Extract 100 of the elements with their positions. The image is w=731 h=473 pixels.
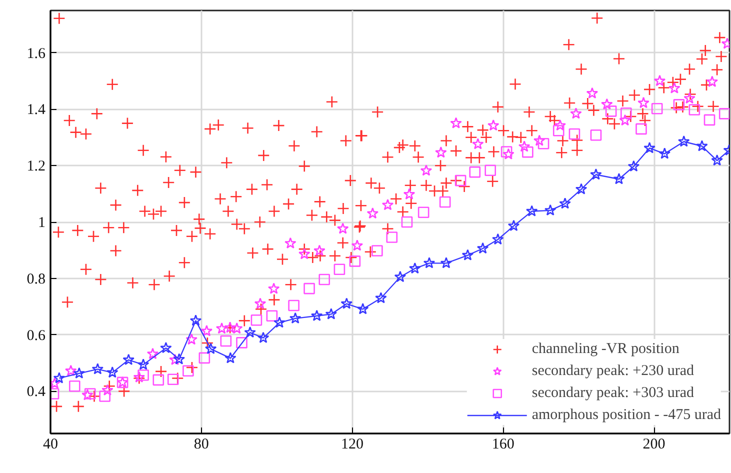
- point: [487, 119, 500, 131]
- point: [476, 242, 489, 254]
- point: [173, 353, 186, 364]
- point: [137, 358, 150, 370]
- point: [469, 166, 481, 178]
- point: [82, 389, 94, 400]
- point: [244, 326, 256, 338]
- point: [552, 124, 564, 136]
- point: [423, 257, 436, 268]
- point: [366, 207, 379, 219]
- point: [314, 244, 326, 256]
- y-tick-label: 0.4: [26, 384, 46, 400]
- point: [182, 365, 194, 377]
- point: [718, 108, 730, 120]
- y-tick-label: 1: [38, 215, 46, 231]
- point: [84, 388, 96, 400]
- point: [186, 333, 198, 345]
- point: [575, 183, 588, 194]
- point: [590, 168, 602, 180]
- point: [68, 380, 80, 392]
- legend-label: secondary peak: +230 urad: [532, 362, 694, 380]
- point: [559, 198, 571, 209]
- point: [268, 282, 280, 294]
- point: [484, 164, 496, 176]
- point: [704, 114, 716, 126]
- legend-label: secondary peak: +303 urad: [532, 384, 694, 402]
- point: [518, 140, 530, 152]
- point: [334, 264, 346, 276]
- point: [403, 188, 416, 200]
- point: [351, 240, 364, 251]
- point: [534, 134, 546, 146]
- x-tick-label: 40: [43, 436, 58, 452]
- point: [73, 367, 86, 379]
- point: [204, 342, 217, 354]
- point: [654, 74, 666, 86]
- point: [336, 222, 349, 234]
- point: [167, 374, 179, 386]
- point: [216, 322, 228, 334]
- point: [325, 308, 338, 320]
- x-tick-label: 160: [492, 436, 514, 452]
- point: [420, 164, 432, 176]
- point: [274, 316, 286, 328]
- point: [220, 335, 232, 347]
- point: [401, 216, 413, 228]
- point: [375, 292, 387, 304]
- point: [644, 142, 656, 154]
- x-tick-label: 120: [341, 436, 364, 452]
- point: [169, 354, 181, 365]
- point: [668, 82, 680, 94]
- point: [394, 270, 406, 282]
- point: [508, 220, 520, 232]
- point: [386, 232, 398, 243]
- point: [688, 104, 700, 116]
- point: [522, 146, 534, 158]
- point: [418, 206, 430, 218]
- x-tick-label: 80: [194, 436, 209, 452]
- y-tick-label: 0.8: [26, 271, 46, 288]
- point: [356, 302, 369, 314]
- point: [651, 102, 663, 114]
- point: [146, 348, 159, 360]
- point: [92, 363, 104, 374]
- legend-label: amorphous position - -475 urad: [532, 406, 721, 424]
- legend-label: channeling -VR position: [532, 340, 680, 358]
- point: [382, 198, 394, 210]
- point: [450, 117, 462, 128]
- point: [236, 337, 248, 348]
- point: [526, 205, 538, 216]
- point: [554, 119, 566, 131]
- point: [198, 352, 210, 364]
- point: [224, 352, 236, 364]
- point: [711, 154, 723, 166]
- point: [288, 300, 300, 312]
- point: [106, 366, 118, 378]
- point: [53, 372, 66, 384]
- point: [349, 256, 361, 267]
- point: [122, 354, 134, 365]
- point: [658, 148, 670, 159]
- x-tick-label: 200: [642, 436, 666, 452]
- point: [138, 369, 149, 381]
- point: [568, 128, 580, 140]
- point: [435, 146, 447, 158]
- point: [605, 106, 617, 117]
- point: [152, 374, 164, 386]
- point: [298, 248, 310, 260]
- point: [628, 160, 640, 172]
- y-tick-label: 1.2: [26, 158, 46, 175]
- point: [439, 196, 451, 208]
- point: [99, 390, 110, 402]
- point: [250, 314, 262, 326]
- point: [636, 123, 647, 135]
- point: [440, 257, 452, 268]
- point: [284, 237, 296, 249]
- point: [372, 245, 383, 256]
- point: [638, 96, 650, 108]
- point: [409, 262, 421, 274]
- point: [544, 204, 556, 216]
- point: [230, 322, 243, 334]
- point: [64, 364, 77, 376]
- point: [190, 314, 202, 326]
- point: [200, 324, 213, 336]
